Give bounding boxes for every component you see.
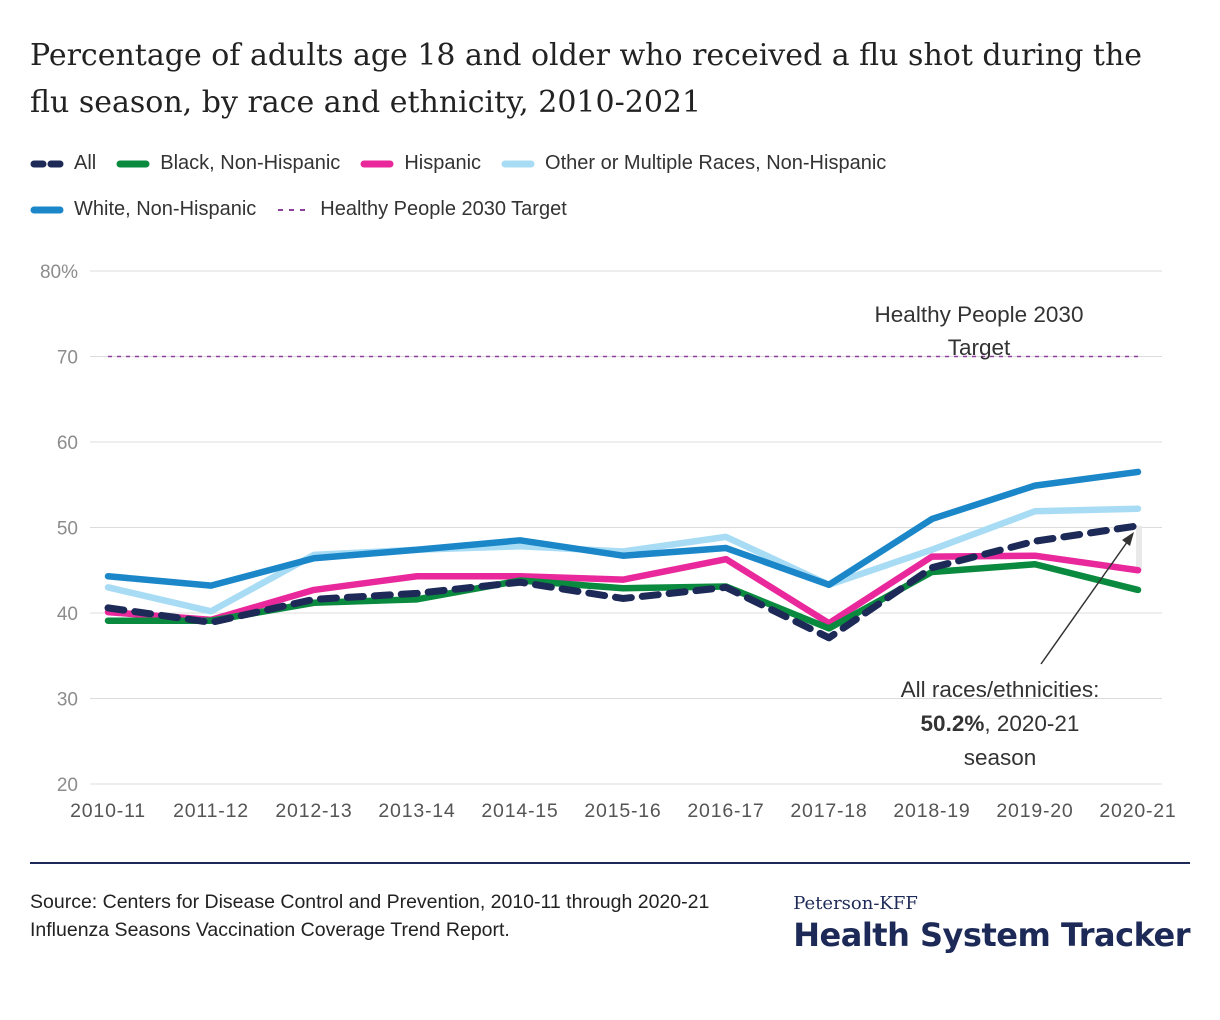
x-tick-label: 2012-13 [275, 800, 352, 822]
legend-label: Healthy People 2030 Target [320, 198, 567, 220]
annotation-text: All races/ethnicities: [901, 677, 1100, 702]
legend-label: Hispanic [404, 152, 482, 174]
x-tick-label: 2010-11 [70, 800, 146, 822]
y-tick-label: 50 [57, 519, 78, 540]
annotation-arrow [1040, 537, 1131, 665]
y-tick-label: 70 [57, 348, 78, 369]
brand-top-text: Peterson-KFF [793, 893, 918, 914]
x-tick-label: 2019-20 [996, 800, 1073, 822]
annotation-bold-value: 50.2% [921, 711, 985, 736]
y-tick-label: 30 [57, 690, 78, 711]
legend-swatch [30, 160, 64, 167]
highlight-band [1136, 525, 1142, 571]
legend-label: Other or Multiple Races, Non-Hispanic [545, 152, 887, 174]
annotation-text: , 2020-21 [984, 711, 1079, 736]
legend-item: Black, Non-Hispanic [116, 152, 340, 175]
brand-main-text: Health System Tracker [793, 916, 1190, 954]
x-tick-label: 2013-14 [378, 800, 455, 822]
x-tick-label: 2018-19 [893, 800, 970, 822]
legend-row: All Black, Non-Hispanic Hispanic Other or M… [30, 152, 906, 175]
x-tick-label: 2017-18 [790, 800, 867, 822]
legend-swatch [360, 160, 394, 167]
y-tick-label: 80% [40, 262, 78, 283]
legend-swatch [501, 160, 535, 167]
legend-item: Healthy People 2030 Target [276, 198, 567, 221]
x-tick-label: 2016-17 [687, 800, 764, 822]
x-tick-label: 2014-15 [481, 800, 558, 822]
brand-logo: Peterson-KFF Health System Tracker [793, 893, 1190, 954]
x-tick-label: 2015-16 [584, 800, 661, 822]
legend-item: White, Non-Hispanic [30, 198, 256, 221]
legend-item: Other or Multiple Races, Non-Hispanic [501, 152, 886, 175]
line-chart: 80% 70 60 50 40 30 20 2010-11 2011-12 2012-13 2013… [40, 262, 1176, 822]
footer-divider [30, 862, 1190, 864]
chart-title: Percentage of adults age 18 and older wh… [30, 38, 1143, 120]
target-label: Healthy People 2030 [875, 302, 1084, 327]
annotation-text: season [964, 745, 1037, 770]
y-tick-label: 40 [57, 604, 78, 625]
legend-swatch [278, 208, 309, 211]
legend-item: Hispanic [360, 152, 481, 175]
target-label: Target [948, 335, 1011, 360]
y-tick-label: 20 [57, 775, 78, 796]
legend-swatch [30, 206, 64, 213]
legend-row: White, Non-Hispanic Healthy People 2030 T… [30, 198, 587, 221]
legend-label: All [74, 152, 97, 174]
annotation-arrowhead [1122, 532, 1134, 546]
y-tick-label: 60 [57, 433, 78, 454]
x-tick-label: 2020-21 [1099, 800, 1176, 822]
source-note: Source: Centers for Disease Control and … [30, 891, 710, 941]
annotation-text: 50.2%, 2020-21 [921, 711, 1080, 736]
legend-label: White, Non-Hispanic [74, 198, 257, 220]
x-tick-label: 2011-12 [173, 800, 249, 822]
legend-swatch [116, 160, 150, 167]
legend-item: All [30, 152, 96, 175]
legend-label: Black, Non-Hispanic [160, 152, 341, 174]
